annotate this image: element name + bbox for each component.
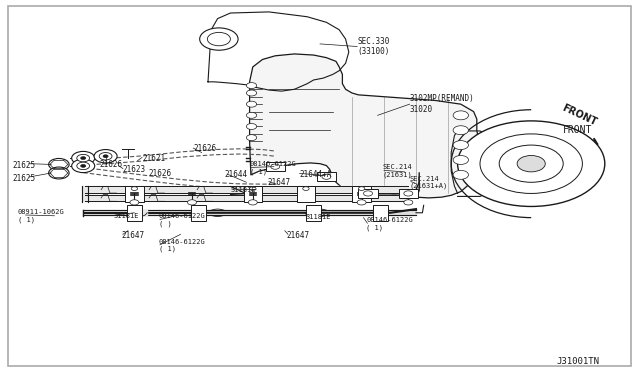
Circle shape [81,157,86,160]
Text: 21644: 21644 [224,170,247,179]
Text: 21647: 21647 [122,231,145,240]
Text: SEC.214
(21631+A): SEC.214 (21631+A) [410,176,448,189]
Circle shape [303,187,309,190]
Circle shape [453,126,468,135]
Circle shape [200,28,238,50]
FancyBboxPatch shape [297,186,315,202]
Circle shape [358,187,365,190]
Circle shape [453,155,468,164]
Circle shape [322,174,331,179]
Circle shape [49,167,69,179]
Circle shape [77,154,90,162]
Circle shape [94,150,117,163]
Text: 08146-6122G
( 1): 08146-6122G ( 1) [366,217,413,231]
Text: 08146-6122G
( 1): 08146-6122G ( 1) [250,161,296,175]
Circle shape [517,155,545,172]
Circle shape [207,32,230,46]
Text: 08146-6122G
( ): 08146-6122G ( ) [159,214,205,227]
Text: 21626: 21626 [193,144,216,153]
Bar [306,205,321,221]
Text: 21647: 21647 [287,231,310,240]
Text: SEC.330
(33100): SEC.330 (33100) [357,37,390,56]
Bar [317,172,336,181]
Circle shape [364,191,372,196]
Circle shape [271,164,280,169]
Text: 21625: 21625 [13,161,36,170]
Text: 3102MP(REMAND)
31020: 3102MP(REMAND) 31020 [410,94,474,114]
Circle shape [49,158,69,170]
Circle shape [248,200,257,205]
Bar [373,205,388,221]
Text: SEC.214
(21631): SEC.214 (21631) [383,164,412,178]
Circle shape [188,200,196,205]
FancyBboxPatch shape [125,186,143,202]
Circle shape [458,121,605,206]
Text: 08911-1062G
( 1): 08911-1062G ( 1) [18,209,65,222]
Circle shape [404,191,413,196]
Text: 21647: 21647 [268,178,291,187]
Bar [399,189,418,198]
Text: 21621: 21621 [142,154,165,163]
Circle shape [72,151,95,165]
Circle shape [453,141,468,150]
Text: 21625: 21625 [13,174,36,183]
Circle shape [246,124,257,129]
Circle shape [453,170,468,179]
Text: 31181E: 31181E [230,187,256,193]
Circle shape [246,90,257,96]
FancyBboxPatch shape [244,186,262,202]
Text: 21644+A: 21644+A [300,170,332,179]
Circle shape [246,101,257,107]
Text: FRONT: FRONT [563,125,593,135]
Bar [358,189,378,198]
Circle shape [72,159,95,173]
Text: 08146-6122G
( 1): 08146-6122G ( 1) [159,239,205,252]
Bar [266,162,285,171]
Text: 21623: 21623 [123,165,146,174]
Circle shape [77,162,90,170]
Circle shape [246,135,257,141]
Text: FRONT: FRONT [560,102,598,127]
Circle shape [453,111,468,120]
Text: 21626: 21626 [99,160,122,169]
Circle shape [246,112,257,118]
Text: 31181E: 31181E [306,214,332,219]
Circle shape [131,187,138,190]
FancyBboxPatch shape [352,186,371,202]
Text: J31001TN: J31001TN [557,357,600,366]
Circle shape [81,164,86,167]
Circle shape [130,200,139,205]
Circle shape [103,155,108,158]
Bar [127,205,142,221]
Circle shape [99,153,112,160]
Circle shape [480,134,582,193]
Text: 31181E: 31181E [114,213,140,219]
Bar [191,205,206,221]
Circle shape [250,187,256,190]
Circle shape [499,145,563,182]
Polygon shape [250,54,479,198]
Text: 21626: 21626 [148,169,172,178]
Circle shape [404,200,413,205]
Circle shape [246,83,257,89]
Circle shape [357,200,366,205]
